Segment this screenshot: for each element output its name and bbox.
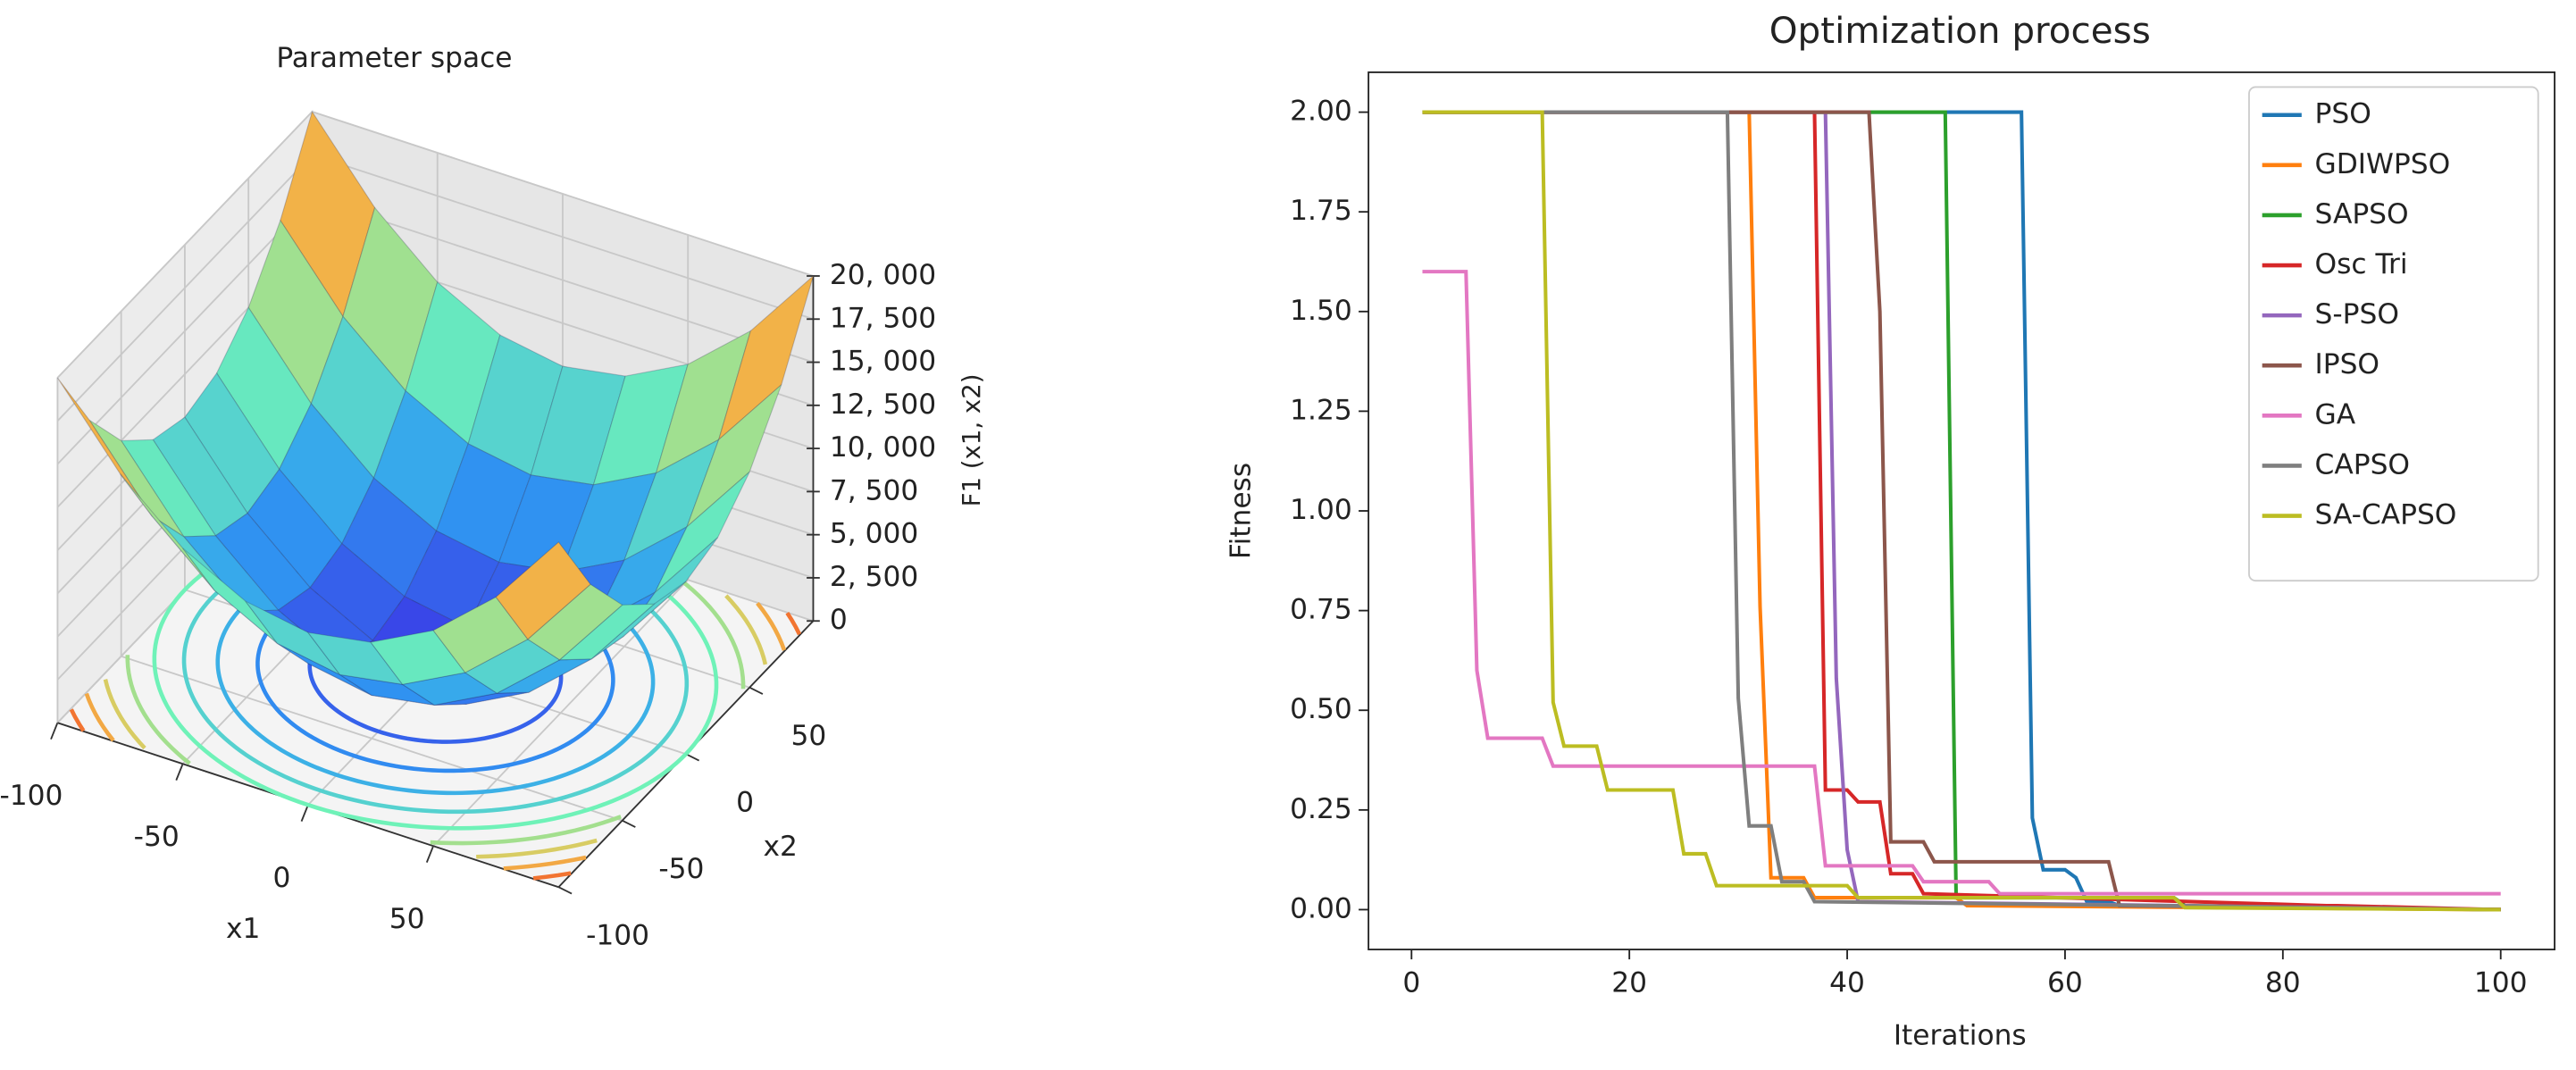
x1-tick-label: 0 xyxy=(273,862,291,894)
legend-label: SA-CAPSO xyxy=(2315,499,2457,531)
x2-tick xyxy=(685,753,700,762)
series-line xyxy=(1422,110,2501,912)
z-tick-label: 5, 000 xyxy=(830,518,918,550)
grid-line xyxy=(312,111,814,277)
x1-tick xyxy=(425,845,434,863)
y-tick-label: 1.00 xyxy=(1290,494,1352,526)
surface-patch xyxy=(526,583,623,661)
y-tick-label: 1.75 xyxy=(1290,195,1352,227)
surface-patch xyxy=(495,541,591,640)
x-tick-label: 0 xyxy=(1402,967,1420,999)
x-tick-label: 80 xyxy=(2265,967,2301,999)
grid-line xyxy=(56,111,314,379)
contour xyxy=(152,513,719,831)
z-tick-label: 10, 000 xyxy=(830,431,936,464)
x-tick-label: 60 xyxy=(2047,967,2083,999)
x-tick-label: 100 xyxy=(2474,967,2528,999)
z-label: F1 (x1, x2) xyxy=(957,373,986,506)
x2-tick-label: -50 xyxy=(658,853,704,885)
z-tick-label: 2, 500 xyxy=(830,561,918,593)
legend-label: S-PSO xyxy=(2315,298,2399,330)
z-tick-label: 12, 500 xyxy=(830,389,936,421)
x2-tick-label: 0 xyxy=(736,786,754,818)
y-tick-label: 1.25 xyxy=(1290,394,1352,426)
x1-tick-label: -50 xyxy=(134,821,180,853)
x1-tick xyxy=(50,722,59,740)
y-tick-label: 2.00 xyxy=(1290,96,1352,128)
plot-frame xyxy=(1367,71,2555,951)
x-tick-label: 40 xyxy=(1829,967,1865,999)
grid-line xyxy=(312,154,814,321)
grid-line xyxy=(56,196,314,465)
grid-line xyxy=(312,196,814,364)
legend xyxy=(2248,86,2539,582)
x-tick-label: 20 xyxy=(1611,967,1647,999)
x-axis-label: Iterations xyxy=(1894,1020,2027,1052)
x1-label: x1 xyxy=(226,913,260,945)
x2-tick xyxy=(557,886,573,895)
y-tick-label: 0.50 xyxy=(1290,693,1352,725)
surface-title: Parameter space xyxy=(276,42,512,74)
grid-line xyxy=(121,655,623,822)
x2-tick-label: 50 xyxy=(791,720,827,752)
surface-patch xyxy=(590,581,687,660)
x2-tick xyxy=(749,686,764,695)
grid-line xyxy=(56,154,314,422)
legend-label: Osc Tri xyxy=(2315,248,2408,280)
x1-tick-label: 50 xyxy=(389,903,425,935)
z-tick-label: 0 xyxy=(830,604,848,636)
legend-label: PSO xyxy=(2315,98,2371,130)
legend-label: GA xyxy=(2315,398,2356,431)
series-line xyxy=(1422,110,2501,912)
series-line xyxy=(1422,110,2501,912)
legend-label: SAPSO xyxy=(2315,198,2409,230)
x1-tick xyxy=(300,804,309,822)
z-tick-label: 15, 000 xyxy=(830,346,936,378)
legend-label: CAPSO xyxy=(2315,448,2410,481)
line-title: Optimization process xyxy=(1769,9,2151,52)
legend-label: IPSO xyxy=(2315,348,2380,380)
series-line xyxy=(1422,270,2501,896)
z-tick-label: 20, 000 xyxy=(830,259,936,291)
x2-label: x2 xyxy=(763,831,797,863)
z-tick-label: 17, 500 xyxy=(830,302,936,334)
x2-tick-label: -100 xyxy=(586,919,649,951)
x1-tick xyxy=(175,763,184,781)
z-tick-label: 7, 500 xyxy=(830,474,918,506)
x2-tick xyxy=(622,819,636,828)
y-tick-label: 0.00 xyxy=(1290,892,1352,924)
y-tick-label: 1.50 xyxy=(1290,295,1352,327)
y-tick-label: 0.25 xyxy=(1290,793,1352,825)
legend-label: GDIWPSO xyxy=(2315,148,2451,180)
y-axis-label: Fitness xyxy=(1225,463,1258,559)
y-tick-label: 0.75 xyxy=(1290,594,1352,626)
series-line xyxy=(1422,110,2501,912)
x1-tick-label: -100 xyxy=(0,780,63,812)
